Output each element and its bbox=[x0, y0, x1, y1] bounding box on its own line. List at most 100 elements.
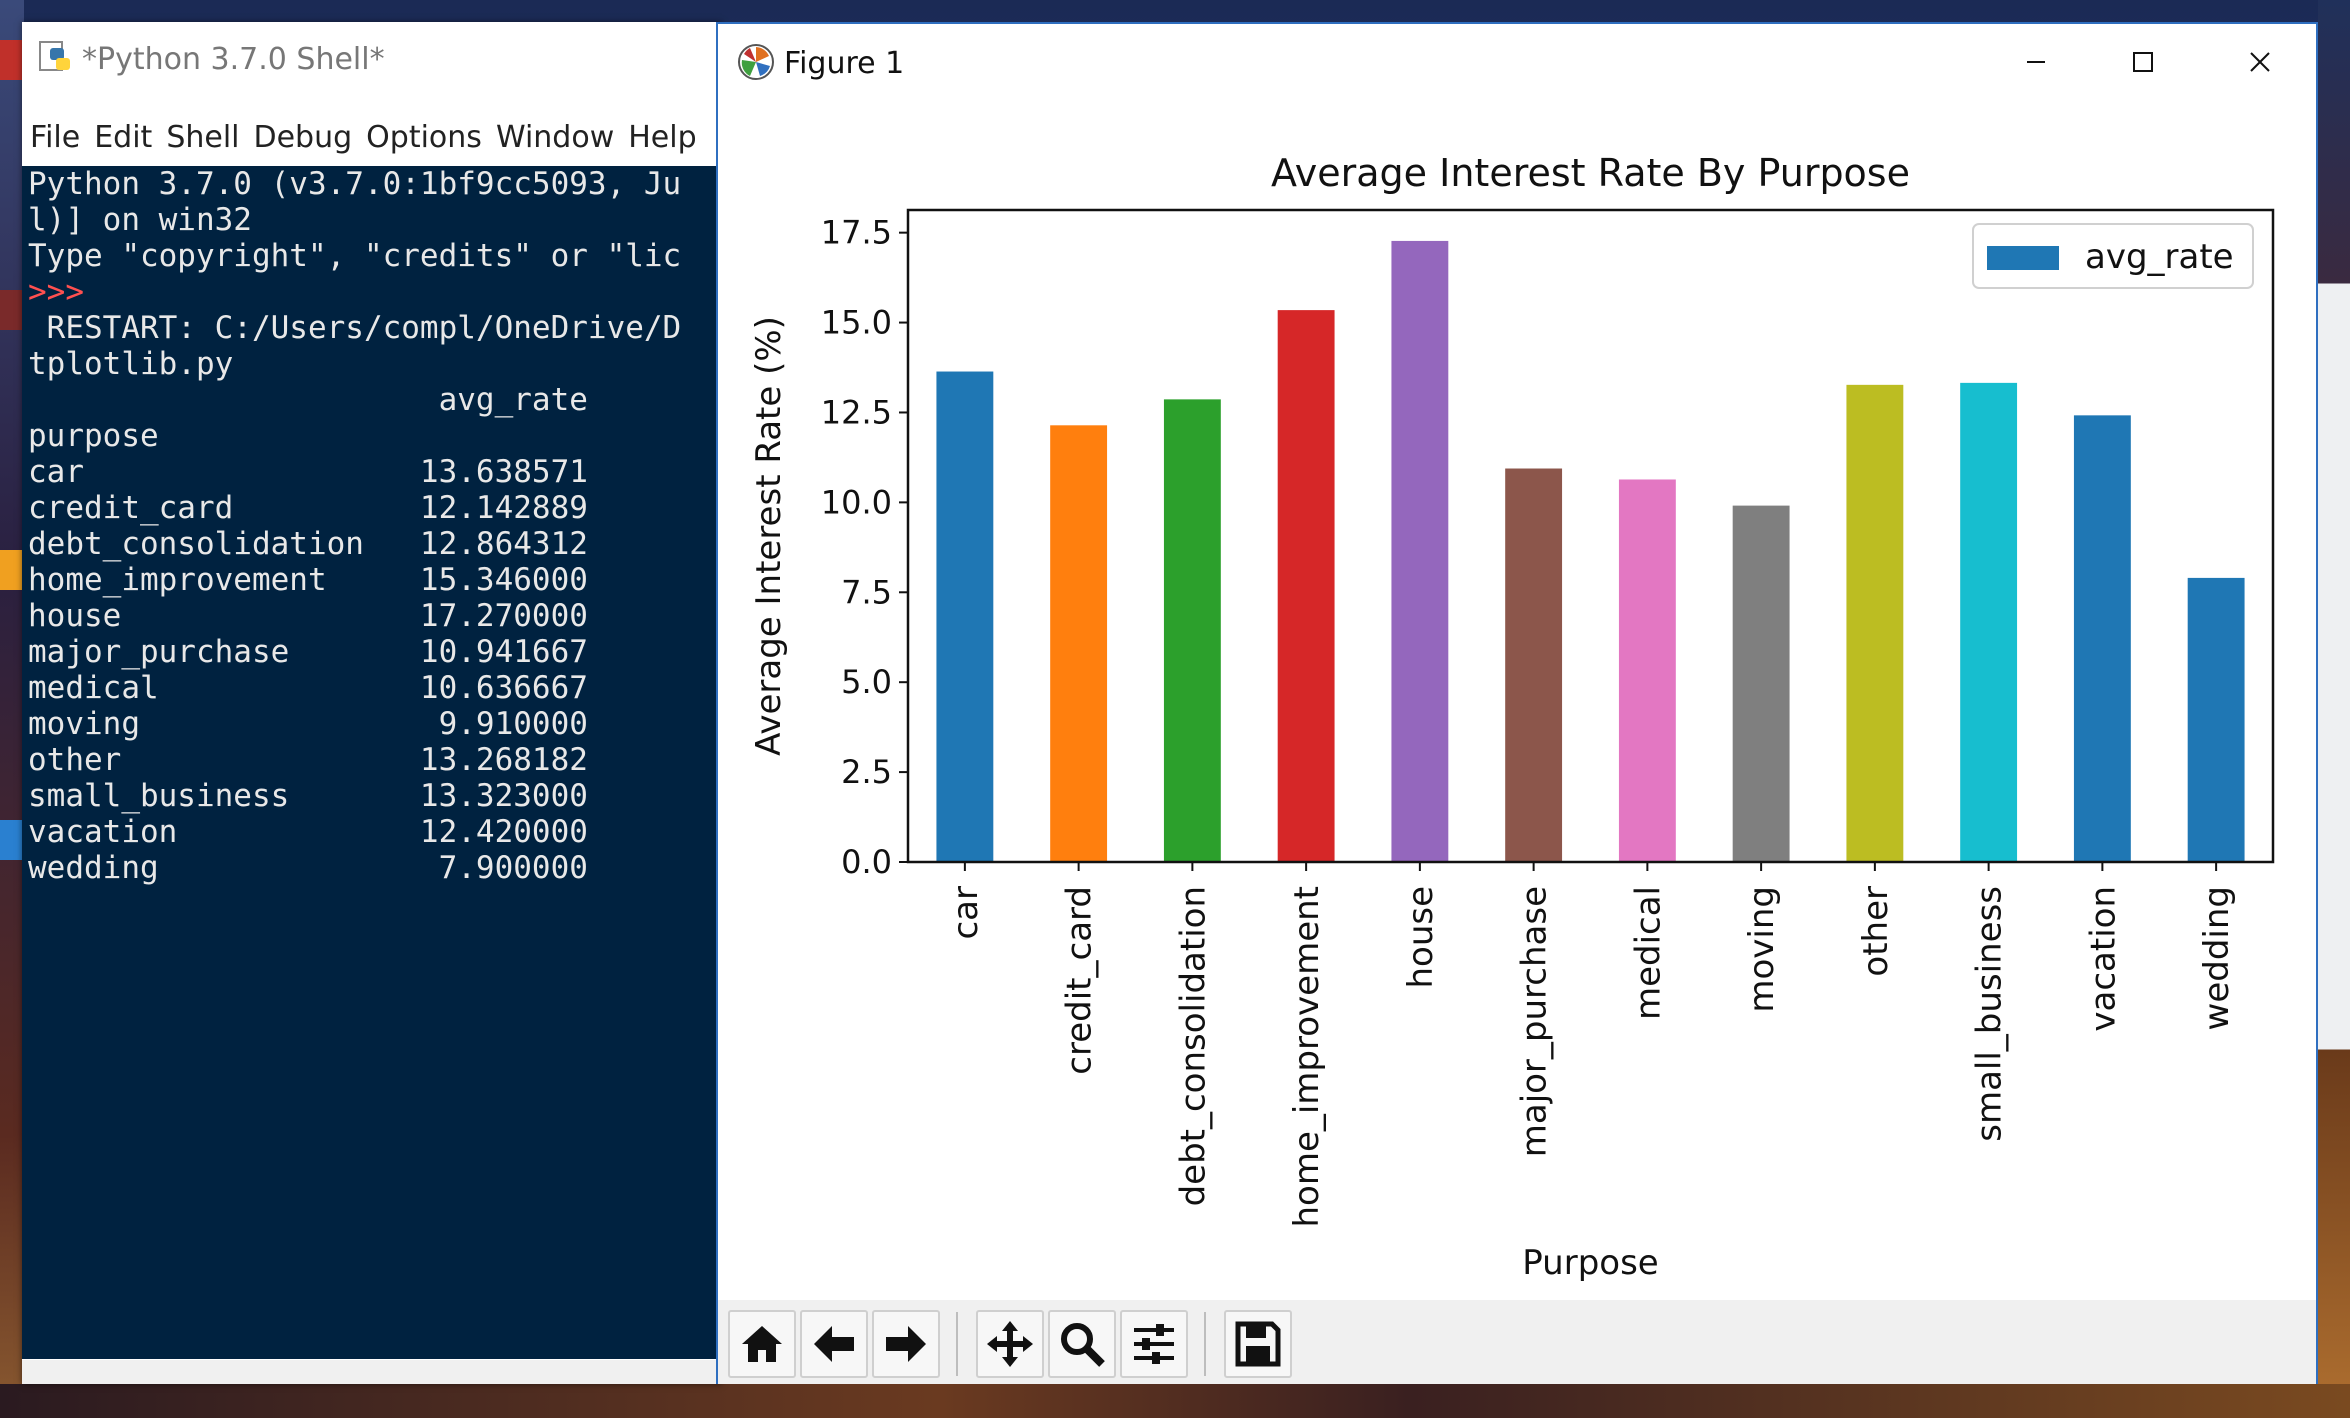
console-line: >>> bbox=[28, 274, 103, 310]
bar-house bbox=[1391, 240, 1449, 863]
x-tick-label: small_business bbox=[1970, 886, 2010, 1142]
console-line: RESTART: C:/Users/compl/OneDrive/D bbox=[28, 310, 682, 346]
shell-statusbar bbox=[22, 1360, 722, 1384]
y-tick-label: 0.0 bbox=[841, 843, 892, 881]
back-arrow-icon bbox=[814, 1326, 854, 1362]
python-idle-icon bbox=[36, 38, 74, 76]
bar-debt_consolidation bbox=[1163, 399, 1221, 862]
console-line: avg_rate bbox=[28, 382, 588, 418]
y-tick-label: 15.0 bbox=[821, 304, 892, 342]
console-line: car 13.638571 bbox=[28, 454, 588, 490]
configure-subplots-button[interactable] bbox=[1120, 1310, 1188, 1378]
x-axis-label: Purpose bbox=[1522, 1243, 1658, 1283]
configure-subplots-icon bbox=[1134, 1324, 1174, 1364]
console-line: vacation 12.420000 bbox=[28, 814, 588, 850]
vlc-desktop-icon[interactable] bbox=[0, 550, 22, 590]
shell-titlebar[interactable]: *Python 3.7.0 Shell* bbox=[22, 22, 722, 94]
toolbar-separator bbox=[1204, 1312, 1206, 1376]
bar-small_business bbox=[1960, 382, 2018, 862]
console-line: debt_consolidation 12.864312 bbox=[28, 526, 588, 562]
python-shell-window[interactable]: *Python 3.7.0 Shell* File Edit Shell Debug O… bbox=[22, 22, 722, 1384]
figure-window-title: Figure 1 bbox=[784, 46, 905, 81]
menu-options[interactable]: Options bbox=[366, 120, 482, 155]
toolbar-separator bbox=[956, 1312, 958, 1376]
desktop-icon[interactable] bbox=[0, 40, 22, 80]
menu-shell[interactable]: Shell bbox=[166, 120, 240, 155]
x-tick-label: other bbox=[1856, 886, 1896, 977]
console-line: Type "copyright", "credits" or "lic bbox=[28, 238, 682, 274]
forward-button[interactable] bbox=[872, 1310, 940, 1378]
x-tick-label: major_purchase bbox=[1515, 886, 1555, 1157]
console-line: wedding 7.900000 bbox=[28, 850, 588, 886]
console-line: moving 9.910000 bbox=[28, 706, 588, 742]
menu-help[interactable]: Help bbox=[628, 120, 697, 155]
desktop-background-bottom bbox=[0, 1384, 2350, 1418]
console-line: small_business 13.323000 bbox=[28, 778, 588, 814]
y-tick-label: 12.5 bbox=[821, 393, 892, 431]
menu-file[interactable]: File bbox=[30, 120, 81, 155]
maximize-button[interactable] bbox=[2093, 34, 2193, 90]
bar-medical bbox=[1618, 479, 1676, 862]
x-tick-label: home_improvement bbox=[1287, 886, 1327, 1228]
console-line: credit_card 12.142889 bbox=[28, 490, 588, 526]
chart-title: Average Interest Rate By Purpose bbox=[1271, 151, 1910, 195]
y-tick-label: 2.5 bbox=[841, 753, 892, 791]
zoom-icon bbox=[1061, 1323, 1105, 1367]
forward-arrow-icon bbox=[886, 1326, 926, 1362]
maximize-icon bbox=[2133, 52, 2153, 72]
x-tick-label: debt_consolidation bbox=[1173, 886, 1213, 1206]
close-button[interactable] bbox=[2210, 34, 2310, 90]
home-button[interactable] bbox=[728, 1310, 796, 1378]
x-tick-label: house bbox=[1401, 886, 1441, 989]
back-button[interactable] bbox=[800, 1310, 868, 1378]
shell-console-output[interactable]: Python 3.7.0 (v3.7.0:1bf9cc5093, Ju l)] o… bbox=[22, 166, 722, 1359]
legend-box bbox=[1972, 223, 2254, 289]
navigation-toolbar bbox=[718, 1300, 2316, 1384]
x-tick-label: vacation bbox=[2083, 886, 2123, 1032]
menu-window[interactable]: Window bbox=[495, 120, 615, 155]
x-tick-label: medical bbox=[1628, 886, 1668, 1020]
console-line: Python 3.7.0 (v3.7.0:1bf9cc5093, Ju bbox=[28, 166, 682, 202]
zoom-button[interactable] bbox=[1048, 1310, 1116, 1378]
save-button[interactable] bbox=[1224, 1310, 1292, 1378]
menu-edit[interactable]: Edit bbox=[94, 120, 153, 155]
plot-frame bbox=[906, 208, 2275, 864]
desktop-icon[interactable] bbox=[0, 290, 22, 330]
console-line: house 17.270000 bbox=[28, 598, 588, 634]
bar-wedding bbox=[2187, 577, 2245, 862]
desktop-background-left bbox=[0, 0, 24, 1418]
bar-home_improvement bbox=[1277, 310, 1335, 862]
x-tick-label: wedding bbox=[2197, 886, 2237, 1030]
pan-icon bbox=[987, 1321, 1033, 1367]
bar-other bbox=[1846, 384, 1904, 862]
y-tick-label: 10.0 bbox=[821, 483, 892, 521]
console-line: major_purchase 10.941667 bbox=[28, 634, 588, 670]
figure-titlebar[interactable]: Figure 1 bbox=[718, 24, 2316, 100]
console-line: l)] on win32 bbox=[28, 202, 252, 238]
close-icon bbox=[2250, 52, 2270, 72]
shell-window-title: *Python 3.7.0 Shell* bbox=[82, 42, 385, 77]
y-tick-label: 7.5 bbox=[841, 573, 892, 611]
plot-canvas[interactable]: Average Interest Rate By Purpose car credi… bbox=[718, 100, 2316, 1322]
minimize-icon bbox=[2027, 61, 2045, 63]
legend-label: avg_rate bbox=[2085, 237, 2234, 277]
home-icon bbox=[742, 1326, 782, 1362]
x-tick-label: credit_card bbox=[1060, 886, 1100, 1075]
bar-chart: Average Interest Rate By Purpose car credi… bbox=[749, 151, 2275, 1283]
bar-vacation bbox=[2073, 415, 2131, 862]
y-axis-label: Average Interest Rate (%) bbox=[749, 316, 789, 756]
console-line: tplotlib.py bbox=[28, 346, 234, 382]
bar-car bbox=[936, 371, 994, 862]
menu-debug[interactable]: Debug bbox=[253, 120, 353, 155]
desktop-background-right bbox=[2318, 0, 2350, 1418]
console-line: other 13.268182 bbox=[28, 742, 588, 778]
pan-button[interactable] bbox=[976, 1310, 1044, 1378]
bar-moving bbox=[1732, 505, 1790, 862]
legend-swatch bbox=[1987, 246, 2059, 270]
shell-menubar: File Edit Shell Debug Options Window Help bbox=[22, 120, 722, 162]
bar-major_purchase bbox=[1505, 468, 1563, 862]
x-tick-label: moving bbox=[1742, 886, 1782, 1013]
minimize-button[interactable] bbox=[1986, 34, 2086, 90]
desktop-icon[interactable] bbox=[0, 820, 22, 860]
figure-window[interactable]: Figure 1 Average Interest Rate By Purpos… bbox=[716, 22, 2318, 1384]
